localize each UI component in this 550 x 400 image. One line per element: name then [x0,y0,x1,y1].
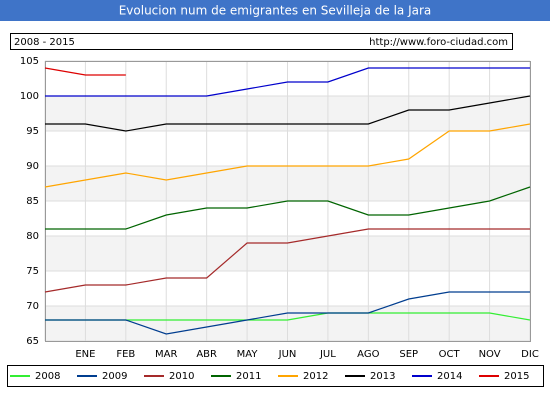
subtitle: 2008 - 2015 [14,37,75,48]
x-tick-label: DIC [521,349,539,360]
y-tick-label: 90 [26,161,39,172]
series-line [44,123,531,188]
y-tick-label: 75 [26,266,39,277]
y-tick-label: 100 [20,91,39,102]
legend-label: 2013 [370,371,395,382]
x-tick-label: AGO [357,349,379,360]
legend-label: 2011 [236,371,261,382]
chart-title: Evolucion num de emigrantes en Sevilleja… [119,4,432,18]
series-line [45,186,531,230]
series-line [44,228,530,293]
x-tick-label: ENE [75,349,95,360]
legend-label: 2015 [504,371,529,382]
series-line [45,291,530,335]
x-tick-label: JUL [319,349,336,360]
y-tick-label: 70 [26,301,39,312]
y-tick-label: 65 [26,336,39,347]
y-tick-label: 85 [26,196,39,207]
legend-label: 2014 [437,371,462,382]
x-tick-label: MAR [155,349,177,360]
series-line [45,95,531,132]
x-tick-label: MAY [237,349,259,360]
x-tick-label: SEP [399,349,418,360]
x-tick-label: OCT [439,349,461,360]
y-tick-label: 105 [20,56,39,67]
x-tick-label: ABR [196,349,217,360]
x-tick-label: NOV [479,349,501,360]
legend-box [7,365,544,387]
legend-label: 2012 [303,371,328,382]
legend-label: 2008 [35,371,60,382]
y-tick-label: 80 [26,231,39,242]
source: http://www.foro-ciudad.com [369,37,508,48]
plot-frame [45,61,531,342]
legend-label: 2010 [169,371,194,382]
y-tick-label: 95 [26,126,39,137]
title-bar [0,0,550,21]
header-box [10,33,513,50]
x-tick-label: FEB [116,349,135,360]
series-line [45,67,530,97]
legend-label: 2009 [102,371,127,382]
series-line [44,67,126,76]
x-tick-label: JUN [278,349,297,360]
